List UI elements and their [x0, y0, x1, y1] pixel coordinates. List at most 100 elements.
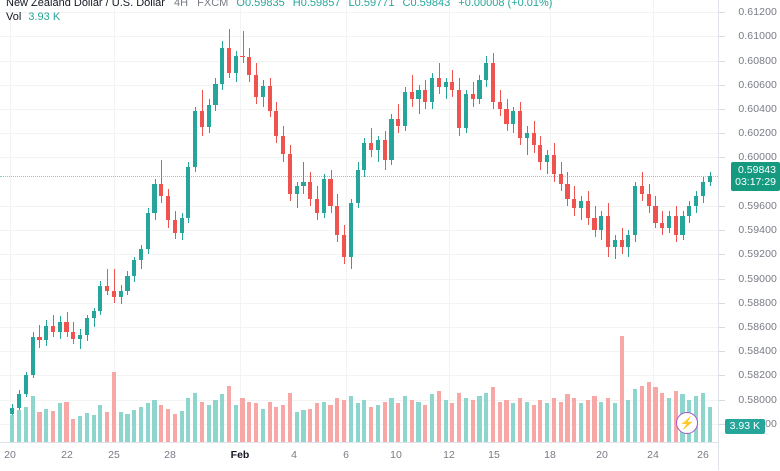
- candle-body: [619, 239, 624, 248]
- time-tick-label: 25: [108, 449, 120, 461]
- volume-bar: [179, 411, 184, 442]
- candle-wick: [446, 77, 447, 100]
- candle-body: [206, 105, 211, 128]
- legend-volume-row[interactable]: Vol 3.93 K: [6, 11, 552, 24]
- time-axis[interactable]: 20 22 25 28 Feb 4 6 10 12 15 18 20 24 26: [0, 442, 780, 471]
- volume-bar: [463, 398, 468, 442]
- time-tick-label: 12: [443, 449, 455, 461]
- volume-bar: [260, 408, 265, 442]
- volume-bar: [402, 396, 408, 442]
- symbol-name[interactable]: New Zealand Dollar / U.S. Dollar: [6, 0, 165, 9]
- candle-body: [693, 196, 699, 206]
- candle-body: [118, 290, 123, 297]
- candle-body: [524, 133, 529, 139]
- price-tick-dash: [719, 399, 725, 401]
- volume-bar: [314, 403, 320, 442]
- volume-bar: [484, 392, 489, 442]
- candle-wick: [39, 324, 40, 348]
- lightning-icon[interactable]: ⚡: [676, 412, 698, 434]
- volume-bar: [497, 401, 502, 442]
- price-tick-dash: [719, 230, 725, 232]
- price-tick-dash: [719, 84, 725, 86]
- volume-bar: [267, 401, 272, 442]
- chart-legend: New Zealand Dollar / U.S. Dollar 4H FXCM…: [6, 0, 552, 24]
- candle-body: [64, 322, 69, 332]
- volume-bar: [626, 399, 631, 442]
- candle-body: [707, 176, 712, 182]
- candle-body: [484, 62, 489, 80]
- candle-body: [578, 201, 584, 209]
- candle-body: [233, 55, 238, 73]
- candle-body: [558, 174, 563, 185]
- time-tick-label: 20: [596, 449, 608, 461]
- time-tick-label: 26: [697, 449, 709, 461]
- price-tick-dash: [719, 157, 725, 159]
- gridline-horizontal: [0, 278, 718, 280]
- legend-symbol-row[interactable]: New Zealand Dollar / U.S. Dollar 4H FXCM…: [6, 0, 552, 10]
- volume-bar: [490, 387, 496, 442]
- candle-body: [673, 215, 678, 235]
- price-tick-label: 0.58200: [738, 369, 777, 382]
- volume-bar: [666, 398, 672, 442]
- price-tick-dash: [719, 326, 725, 328]
- volume-bar: [111, 371, 116, 442]
- candle-body: [687, 205, 692, 216]
- candle-body: [314, 198, 320, 214]
- candle-body: [247, 56, 252, 76]
- candle-body: [281, 135, 286, 154]
- gridline-vertical: [449, 0, 450, 442]
- candle-body: [626, 234, 631, 248]
- price-tick-label: 0.61200: [738, 6, 777, 19]
- candle-body: [23, 375, 28, 394]
- volume-bar: [321, 401, 326, 442]
- gridline-vertical: [10, 0, 11, 442]
- time-tick-label: 28: [164, 449, 176, 461]
- interval-label[interactable]: 4H: [174, 0, 189, 9]
- volume-value: 3.93 K: [28, 11, 61, 23]
- volume-bar: [531, 405, 536, 442]
- lightning-glyph: ⚡: [679, 416, 695, 430]
- volume-bar: [213, 399, 218, 442]
- candle-wick: [419, 84, 420, 114]
- candle-body: [145, 213, 150, 250]
- candle-body: [138, 249, 144, 261]
- volume-bar: [294, 412, 299, 442]
- candle-wick: [297, 181, 298, 209]
- candle-body: [375, 140, 380, 151]
- volume-bar: [551, 398, 556, 442]
- volume-bar: [159, 405, 164, 442]
- candle-body: [341, 234, 347, 257]
- price-tick-dash: [719, 423, 725, 425]
- candle-body: [477, 79, 482, 100]
- volume-bar: [91, 414, 96, 442]
- price-tick-label: 0.59600: [738, 199, 777, 212]
- candle-body: [165, 196, 171, 221]
- gridline-horizontal: [0, 108, 718, 110]
- volume-bar: [524, 401, 529, 442]
- candle-body: [646, 193, 651, 206]
- price-axis[interactable]: 0.61200 0.61000 0.60800 0.60600 0.60400 0.602…: [718, 0, 780, 442]
- gridline-horizontal: [0, 157, 718, 159]
- price-tick-dash: [719, 108, 725, 110]
- current-price-line: [0, 176, 718, 178]
- candle-body: [260, 85, 265, 97]
- candle-wick: [581, 196, 582, 221]
- volume-bar: [578, 403, 584, 442]
- gridline-horizontal: [0, 133, 718, 135]
- volume-bar: [125, 413, 130, 442]
- volume-bar: [382, 401, 387, 442]
- volume-bar: [30, 396, 35, 442]
- ohlc-close: C0.59843: [402, 0, 451, 9]
- candle-body: [369, 142, 374, 151]
- time-tick-label: 20: [4, 449, 16, 461]
- ohlc-low: L0.59771: [348, 0, 395, 9]
- volume-bar: [172, 413, 177, 442]
- candle-body: [423, 89, 428, 102]
- volume-bar: [226, 385, 232, 442]
- chart-plot-area[interactable]: ⚡: [0, 0, 718, 442]
- candle-body: [653, 205, 658, 223]
- candle-body: [545, 155, 550, 163]
- candle-wick: [107, 268, 108, 296]
- candle-body: [294, 186, 299, 194]
